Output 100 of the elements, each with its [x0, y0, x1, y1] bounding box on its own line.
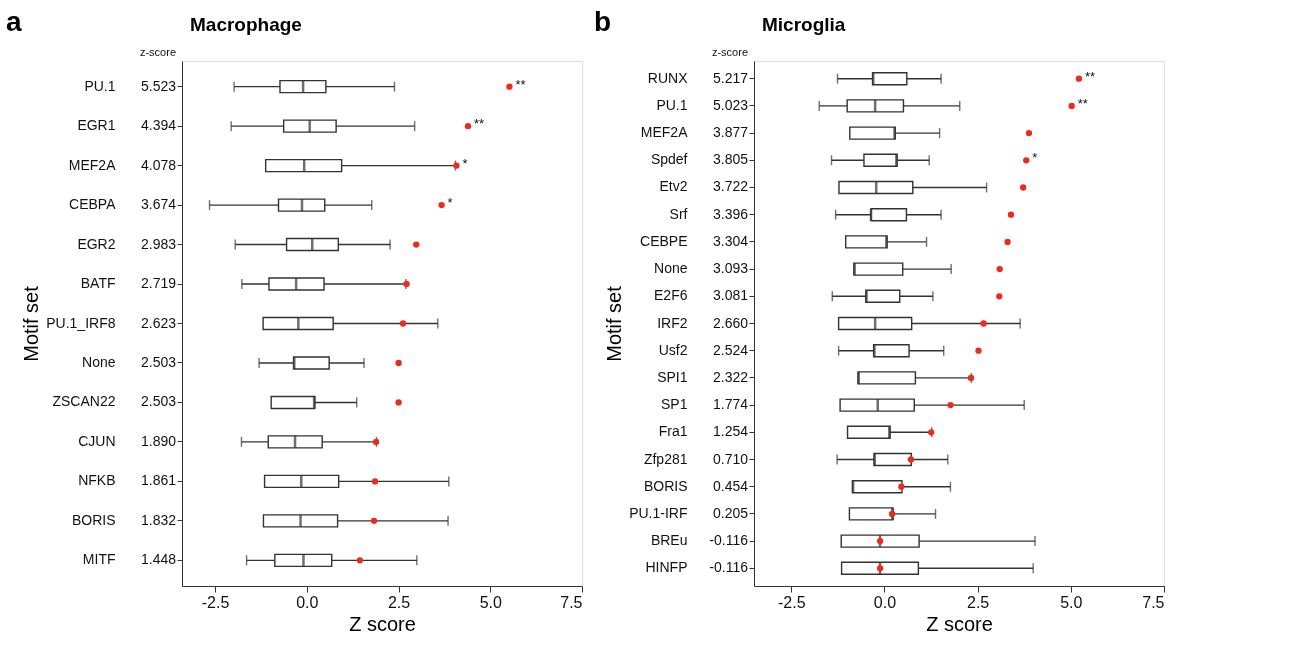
data-label: 1.890 [140, 432, 177, 449]
y-axis-title: Motif set [20, 285, 43, 362]
y-tick-label: MEF2A [68, 156, 117, 173]
y-tick-label: EGR2 [77, 235, 116, 252]
data-label: 3.093 [712, 260, 749, 277]
x-axis-title: Z score [349, 612, 416, 635]
data-label: 0.454 [712, 477, 749, 494]
x-tick-label: 0.0 [873, 593, 897, 611]
data-label: 4.078 [140, 156, 177, 173]
y-tick-label: PU.1 [656, 96, 688, 113]
data-label: 3.081 [712, 287, 749, 304]
text: z-score [711, 46, 748, 58]
data-label: 5.023 [712, 96, 749, 113]
data-label: 1.254 [712, 423, 749, 440]
x-tick-label: 0.0 [296, 593, 319, 611]
y-tick-label: Srf [669, 205, 688, 222]
chart-title: Microglia [762, 14, 846, 35]
x-tick-label: 2.5 [387, 593, 411, 611]
y-tick-label: RUNX [647, 69, 689, 86]
y-tick-label: SPI1 [657, 368, 688, 385]
y-tick-label: EGR1 [77, 117, 116, 134]
data-label: 0.710 [712, 450, 749, 467]
y-tick-label: SP1 [661, 396, 688, 413]
y-tick-label: Zfp281 [643, 450, 688, 467]
point [907, 456, 915, 463]
data-label: 2.719 [140, 275, 177, 292]
point [1023, 157, 1030, 164]
data-label: 3.877 [712, 124, 749, 141]
y-tick-label: NFKB [78, 472, 116, 489]
point [980, 320, 987, 327]
data-label: 1.448 [140, 551, 177, 568]
data-label: 1.861 [140, 472, 177, 489]
data-label: 5.523 [140, 77, 177, 94]
y-tick-label: BORIS [71, 511, 116, 528]
data-label: 1.774 [712, 396, 749, 413]
point [413, 241, 420, 248]
y-tick-label: PU.1_IRF8 [46, 314, 116, 331]
point [1020, 184, 1027, 191]
point [1007, 211, 1015, 218]
point [996, 293, 1003, 300]
point [399, 320, 407, 327]
data-label: 2.322 [712, 368, 749, 385]
point [395, 399, 402, 406]
x-tick-label: 2.5 [967, 593, 990, 611]
x-axis-title: Z score [926, 612, 993, 635]
data-label: 5.217 [712, 69, 749, 86]
point [898, 483, 905, 490]
y-tick-label: None [654, 260, 688, 277]
data-label: 4.394 [140, 117, 177, 134]
y-tick-label: BREu [650, 532, 688, 549]
data-label: 3.722 [712, 178, 749, 195]
annotation: * [462, 155, 468, 171]
point [370, 517, 378, 525]
annotation: ** [515, 76, 526, 92]
data-label: 2.503 [140, 393, 177, 410]
data-label: 3.674 [140, 196, 177, 213]
point [438, 201, 445, 209]
data-label: 2.623 [140, 314, 177, 331]
y-axis-title: Motif set [603, 285, 626, 362]
x-tick-label: 7.5 [1142, 593, 1165, 611]
point [395, 359, 402, 367]
y-tick-label: IRF2 [657, 314, 688, 331]
point [464, 122, 472, 130]
point [1025, 129, 1033, 137]
data-label: 1.832 [140, 511, 177, 528]
point [371, 478, 379, 485]
annotation: ** [1084, 68, 1096, 84]
y-tick-label: Fra1 [658, 423, 688, 440]
y-tick-label: CJUN [78, 432, 116, 449]
annotation: * [447, 195, 453, 211]
y-tick-label: HINFP [645, 559, 688, 576]
data-label: -0.116 [709, 559, 749, 576]
data-label: 2.660 [712, 314, 749, 331]
point [1068, 102, 1075, 110]
x-tick-label: -2.5 [201, 593, 230, 611]
point [1075, 75, 1083, 82]
chart-title: Macrophage [190, 14, 302, 35]
annotation: * [1032, 150, 1038, 166]
y-tick-label: Spdef [650, 151, 688, 168]
data-label: 3.304 [712, 232, 749, 249]
point [996, 265, 1003, 273]
point [356, 557, 364, 564]
data-label: 0.205 [712, 504, 749, 521]
annotation: ** [474, 116, 485, 132]
x-tick-label: 5.0 [1060, 593, 1083, 611]
y-tick-label: PU.1 [84, 77, 116, 94]
data-label: 2.983 [140, 235, 177, 252]
point [975, 347, 982, 354]
text: z-score [139, 46, 176, 58]
text: a [6, 6, 22, 37]
x-tick-label: 7.5 [560, 593, 583, 611]
data-label: -0.116 [709, 532, 749, 549]
y-tick-label: MEF2A [640, 124, 689, 141]
point [506, 83, 513, 90]
y-tick-label: CEBPE [640, 232, 688, 249]
y-tick-label: None [82, 353, 116, 370]
point [947, 401, 954, 409]
x-tick-label: 5.0 [479, 593, 502, 611]
y-tick-label: Etv2 [659, 178, 688, 195]
y-tick-label: ZSCAN22 [52, 393, 116, 410]
